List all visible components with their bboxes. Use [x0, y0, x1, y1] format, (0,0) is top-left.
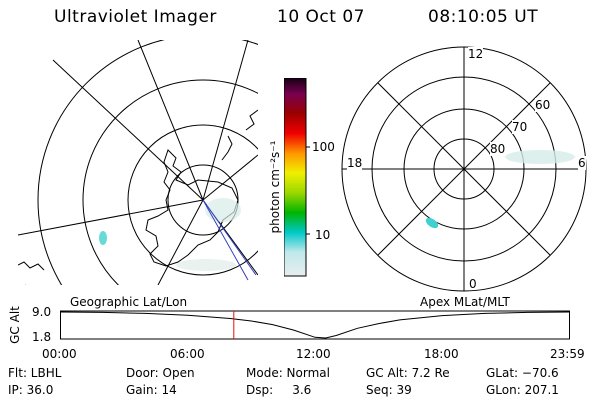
apex-panel-label: Apex MLat/MLT	[420, 295, 510, 309]
mlat-label-60: 60	[535, 98, 551, 112]
mlt-label-0: 0	[469, 277, 477, 291]
mode-readout: Mode: Normal	[246, 366, 330, 380]
altitude-profile-line	[60, 311, 570, 339]
colorbar	[284, 78, 310, 277]
dsp-readout: Dsp: 3.6	[246, 383, 312, 397]
geographic-panel-label: Geographic Lat/Lon	[70, 295, 188, 309]
glat-readout: GLat: −70.6	[486, 366, 559, 380]
ip-readout: IP: 36.0	[8, 383, 54, 397]
glon-readout: GLon: 207.1	[486, 383, 559, 397]
mlat-label-70: 70	[512, 120, 528, 134]
observation-date: 10 Oct 07	[277, 7, 365, 27]
mlt-label-6: 6	[578, 156, 586, 170]
gain-readout: Gain: 14	[126, 383, 177, 397]
colorbar-unit-label: photon cm⁻²s⁻¹	[268, 140, 282, 234]
filter-readout: Flt: LBHL	[8, 366, 62, 380]
colorbar-tick-100: 100	[312, 140, 335, 154]
timeline-x-tick-0600: 06:00	[170, 347, 205, 361]
altitude-timeline	[60, 310, 570, 340]
mlt-label-18: 18	[347, 156, 363, 170]
timeline-x-tick-1800: 18:00	[424, 347, 459, 361]
lat-circle-outer	[82, 79, 258, 285]
instrument-title: Ultraviolet Imager	[54, 7, 217, 27]
timeline-x-tick-1200: 12:00	[296, 347, 331, 361]
timeline-y-axis-label: GC Alt	[8, 306, 22, 344]
observation-time: 08:10:05 UT	[428, 7, 539, 27]
door-readout: Door: Open	[126, 366, 195, 380]
seq-readout: Seq: 39	[366, 383, 412, 397]
geographic-map	[18, 40, 258, 285]
timeline-y-tick-top: 9.0	[32, 305, 52, 319]
colorbar-tick-10: 10	[315, 228, 331, 242]
timeline-x-tick-2359: 23:59	[550, 347, 585, 361]
lat-circle-mid	[127, 124, 258, 276]
mlt-label-12: 12	[468, 47, 484, 61]
apex-polar-plot	[341, 46, 587, 292]
timeline-x-tick-0000: 00:00	[42, 347, 77, 361]
mlat-label-80: 80	[490, 142, 506, 156]
lat-circle-outermost	[37, 40, 258, 285]
gc-alt-readout: GC Alt: 7.2 Re	[366, 366, 450, 380]
timeline-y-tick-bottom: 1.8	[32, 330, 52, 344]
